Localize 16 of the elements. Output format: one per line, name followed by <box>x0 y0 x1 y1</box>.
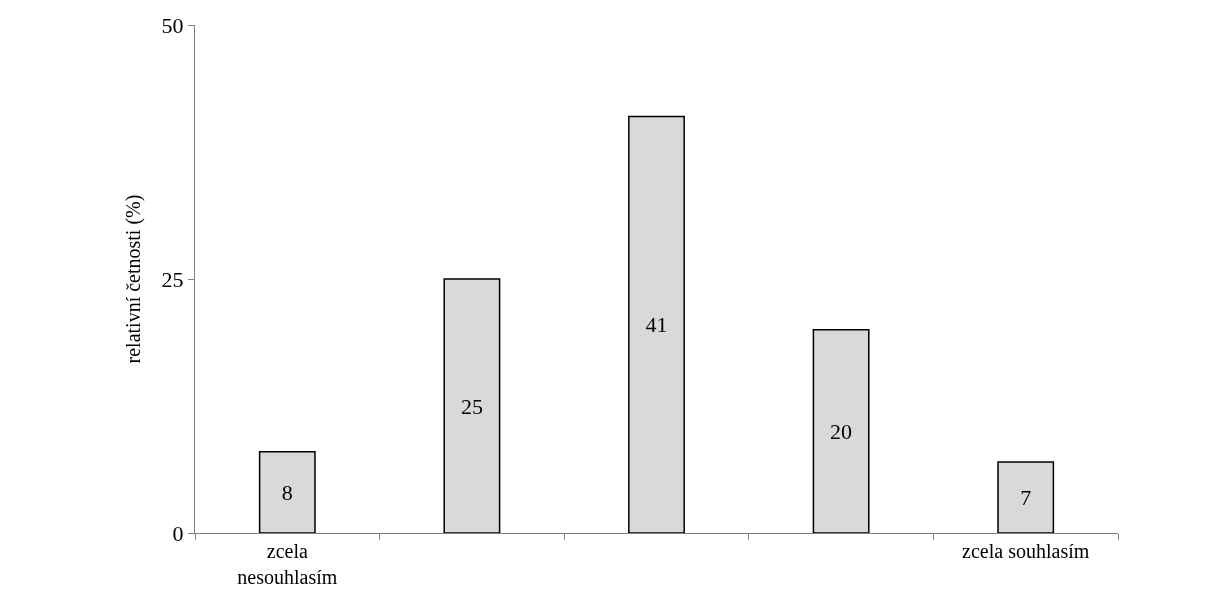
bar <box>258 450 316 533</box>
bar <box>443 278 501 533</box>
data-label: 20 <box>830 418 853 444</box>
y-tick-label: 25 <box>161 266 184 292</box>
bar <box>812 329 870 533</box>
bar <box>997 461 1055 533</box>
y-axis-title: relativní četnosti (%) <box>122 194 146 364</box>
y-tick-label: 50 <box>161 12 184 38</box>
data-label: 25 <box>460 393 483 419</box>
data-label: 8 <box>281 479 293 505</box>
x-tick-label: zcela souhlasím <box>962 540 1090 562</box>
data-label: 41 <box>645 312 668 338</box>
bar <box>628 115 685 533</box>
x-tick-label: zcela nesouhlasím <box>237 540 338 588</box>
data-label: 7 <box>1020 484 1032 510</box>
y-tick-label: 0 <box>172 520 184 546</box>
